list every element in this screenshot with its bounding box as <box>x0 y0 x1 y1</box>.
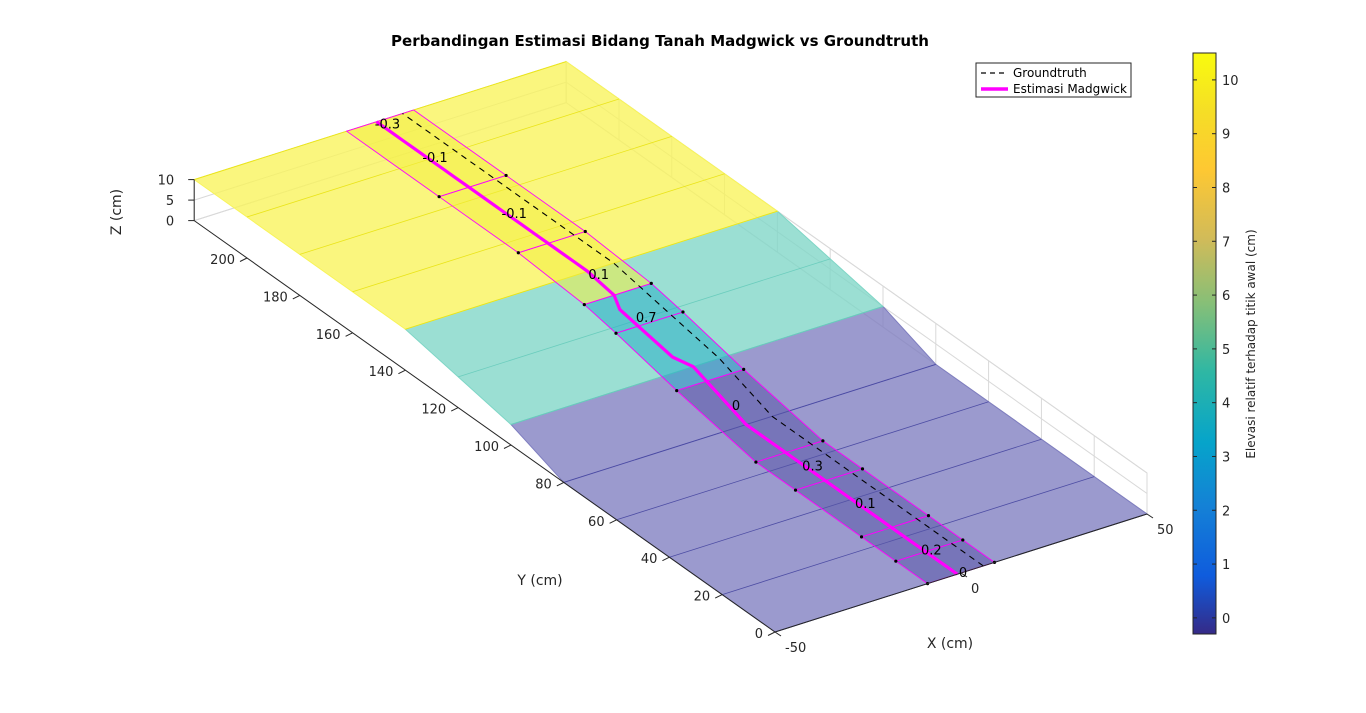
estimate-strip <box>345 109 997 586</box>
y-tick <box>239 257 248 262</box>
colorbar-tick-label: 9 <box>1222 128 1230 143</box>
x-tick-label: 0 <box>971 582 979 597</box>
segment-vertex <box>681 310 685 314</box>
segment-vertex <box>582 303 586 307</box>
segment-label: -0.1 <box>502 207 527 222</box>
y-axis-line <box>193 220 776 633</box>
groundtruth-line <box>402 113 984 567</box>
y-tick-label: 140 <box>369 365 394 380</box>
estimate-segment <box>345 109 508 198</box>
segment-vertex <box>437 195 441 199</box>
chart-title: Perbandingan Estimasi Bidang Tanah Madgw… <box>391 32 929 50</box>
colorbar-tick-label: 7 <box>1222 235 1230 250</box>
colorbar-tick-label: 1 <box>1222 558 1230 573</box>
segment-vertex <box>793 488 798 492</box>
colorbar-tick-label: 5 <box>1222 343 1230 358</box>
y-tick-label: 40 <box>641 552 658 567</box>
segment-vertex <box>894 559 898 563</box>
segment-label: 0.1 <box>588 268 609 283</box>
y-tick <box>767 631 776 636</box>
y-tick <box>398 369 406 375</box>
y-tick-label: 200 <box>210 253 235 268</box>
y-tick-label: 80 <box>535 477 552 492</box>
segment-vertex <box>504 173 508 178</box>
colorbar: 0 1 2 3 4 5 6 7 8 9 10 Elevasi relatif terhadap ti… <box>1192 52 1258 635</box>
y-tick <box>609 519 617 524</box>
segment-label: 0 <box>959 566 967 581</box>
legend-groundtruth-label: Groundtruth <box>1013 66 1087 80</box>
y-tick <box>503 444 512 449</box>
y-tick-label: 0 <box>755 627 763 642</box>
colorbar-label: Elevasi relatif terhadap titik awal (cm) <box>1244 229 1258 458</box>
x-tick-label: -50 <box>785 641 806 656</box>
y-tick <box>345 332 353 337</box>
segment-labels: 0 0.2 0.1 0.3 0 0.7 0.1 -0.1 -0.1 -0.3 <box>375 117 967 581</box>
x-tick-label: 50 <box>1157 523 1174 538</box>
segment-label: -0.1 <box>422 151 447 166</box>
x-tick <box>1146 513 1154 519</box>
legend-box <box>975 62 1132 98</box>
segment-vertex <box>583 229 587 234</box>
estimate-line <box>375 120 959 576</box>
segment-vertex <box>649 281 653 286</box>
x-tick <box>960 572 968 578</box>
y-tick <box>450 407 459 412</box>
segment-vertex <box>675 388 679 393</box>
segment-vertex <box>821 439 825 443</box>
segment-vertex <box>516 251 520 255</box>
z-axis-label: Z (cm) <box>109 189 125 235</box>
y-tick-label: 120 <box>421 403 446 418</box>
z-tick-label: 5 <box>166 194 174 209</box>
colorbar-tick-label: 2 <box>1222 504 1230 519</box>
segment-vertex <box>614 331 618 335</box>
trajectory-lines <box>375 113 984 576</box>
z-tick-label: 0 <box>166 215 174 230</box>
colorbar-tick-label: 8 <box>1222 181 1230 196</box>
segment-label: 0.2 <box>921 544 942 559</box>
colorbar-tick-label: 0 <box>1222 612 1230 627</box>
y-tick-label: 160 <box>316 328 341 343</box>
segment-label: 0 <box>732 399 740 414</box>
y-axis-label: Y (cm) <box>516 573 562 589</box>
legend-estimate-label: Estimasi Madgwick <box>1013 82 1127 96</box>
colorbar-ticks: 0 1 2 3 4 5 6 7 8 9 10 <box>1193 74 1239 627</box>
z-tick-label: 10 <box>158 174 175 189</box>
segment-vertex <box>860 467 865 471</box>
colorbar-tick-label: 3 <box>1222 450 1230 465</box>
axes: 0 20 40 60 80 100 120 140 160 180 200 -50 0 50 0 5 10 <box>158 174 1174 656</box>
y-tick <box>714 594 723 599</box>
legend: Groundtruth Estimasi Madgwick <box>975 62 1132 98</box>
colorbar-tick-label: 4 <box>1222 397 1230 412</box>
y-tick <box>292 294 301 300</box>
segment-vertex <box>742 367 746 371</box>
segment-label: 0.7 <box>636 311 657 326</box>
segment-label: 0.1 <box>855 497 876 512</box>
segment-vertex <box>926 514 931 518</box>
x-axis-label: X (cm) <box>927 636 973 652</box>
segment-vertex <box>961 538 965 542</box>
segment-vertex <box>754 460 758 464</box>
segment-label: -0.3 <box>375 117 400 132</box>
y-tick-label: 60 <box>588 515 605 530</box>
segment-label: 0.3 <box>802 459 823 474</box>
y-tick-label: 180 <box>263 290 288 305</box>
y-tick-label: 20 <box>694 590 711 605</box>
segment-vertex <box>859 535 864 539</box>
x-tick <box>774 631 782 637</box>
y-tick-label: 100 <box>474 440 499 455</box>
colorbar-tick-label: 6 <box>1222 289 1230 304</box>
colorbar-gradient <box>1192 52 1217 635</box>
y-tick <box>662 556 670 562</box>
colorbar-tick-label: 10 <box>1222 74 1239 89</box>
y-tick <box>556 481 565 487</box>
